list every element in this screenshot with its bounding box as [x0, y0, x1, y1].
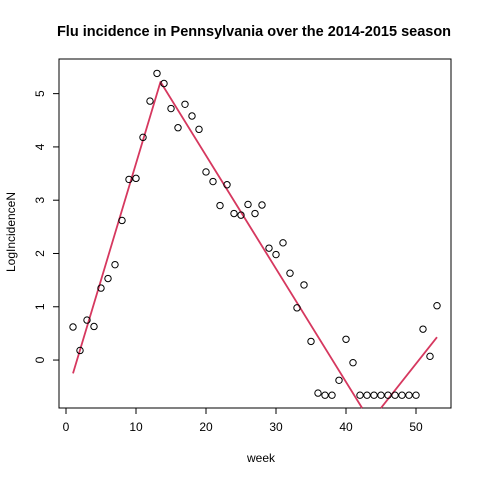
fit-lines — [72, 81, 438, 409]
data-point — [433, 302, 441, 310]
fit-line-2 — [380, 336, 438, 409]
x-tick-label: 10 — [129, 420, 143, 434]
data-point — [377, 391, 385, 399]
y-tick-label: 0 — [33, 356, 47, 363]
data-point — [370, 391, 378, 399]
data-point — [412, 391, 420, 399]
data-point — [146, 97, 154, 105]
data-point — [265, 244, 273, 252]
data-point — [230, 209, 238, 218]
y-tick-label: 5 — [33, 90, 47, 97]
data-point — [391, 391, 399, 399]
x-axis-label: week — [246, 451, 276, 465]
data-point — [90, 322, 98, 331]
data-point — [398, 391, 406, 399]
data-point — [202, 168, 210, 176]
x-tick-label: 30 — [269, 420, 283, 434]
data-point — [321, 391, 329, 399]
data-point — [216, 201, 224, 210]
data-point — [384, 391, 392, 399]
data-point — [174, 124, 182, 132]
data-point — [426, 352, 434, 361]
x-tick-label: 20 — [199, 420, 213, 434]
data-point — [125, 175, 133, 184]
x-axis: 0 10 20 30 40 50 — [63, 407, 423, 434]
data-point — [363, 391, 371, 399]
data-point — [69, 323, 77, 331]
data-point — [237, 211, 245, 219]
fit-line-1 — [72, 81, 363, 409]
y-tick-label: 2 — [33, 250, 47, 257]
data-point — [314, 389, 322, 397]
data-point — [419, 325, 427, 333]
data-point — [188, 112, 196, 120]
data-point — [356, 391, 364, 399]
data-point — [118, 216, 126, 225]
x-tick-label: 50 — [409, 420, 423, 434]
data-point — [76, 346, 84, 355]
data-point — [279, 239, 287, 247]
y-tick-label: 3 — [33, 197, 47, 204]
y-tick-label: 1 — [33, 303, 47, 310]
data-point — [300, 281, 308, 289]
x-tick-label: 40 — [339, 420, 353, 434]
data-point — [83, 316, 91, 324]
data-point — [251, 209, 259, 218]
data-point — [209, 177, 217, 186]
data-point — [405, 391, 413, 399]
data-point — [272, 250, 280, 259]
x-tick-label: 0 — [63, 420, 70, 434]
data-point — [328, 391, 336, 399]
y-tick-label: 4 — [33, 143, 47, 150]
data-point — [139, 133, 147, 142]
data-point — [160, 79, 168, 88]
data-point — [244, 200, 252, 209]
data-point — [167, 104, 175, 113]
data-point — [97, 284, 105, 292]
data-point — [258, 201, 266, 209]
data-point — [111, 260, 119, 269]
data-point — [349, 359, 357, 367]
data-point — [307, 337, 315, 346]
data-point — [153, 69, 161, 78]
data-point — [104, 274, 112, 283]
data-point — [195, 125, 203, 134]
y-axis-label: LogIncidenceN — [4, 192, 18, 272]
data-point — [286, 269, 294, 277]
data-point — [132, 174, 140, 183]
chart-title: Flu incidence in Pennsylvania over the 2… — [57, 24, 451, 40]
data-point — [223, 181, 231, 189]
data-point — [335, 376, 343, 384]
data-points — [69, 69, 441, 399]
y-axis: 0 1 2 3 4 5 — [33, 90, 60, 363]
data-point — [293, 304, 301, 312]
data-point — [342, 335, 350, 343]
data-point — [181, 100, 189, 108]
